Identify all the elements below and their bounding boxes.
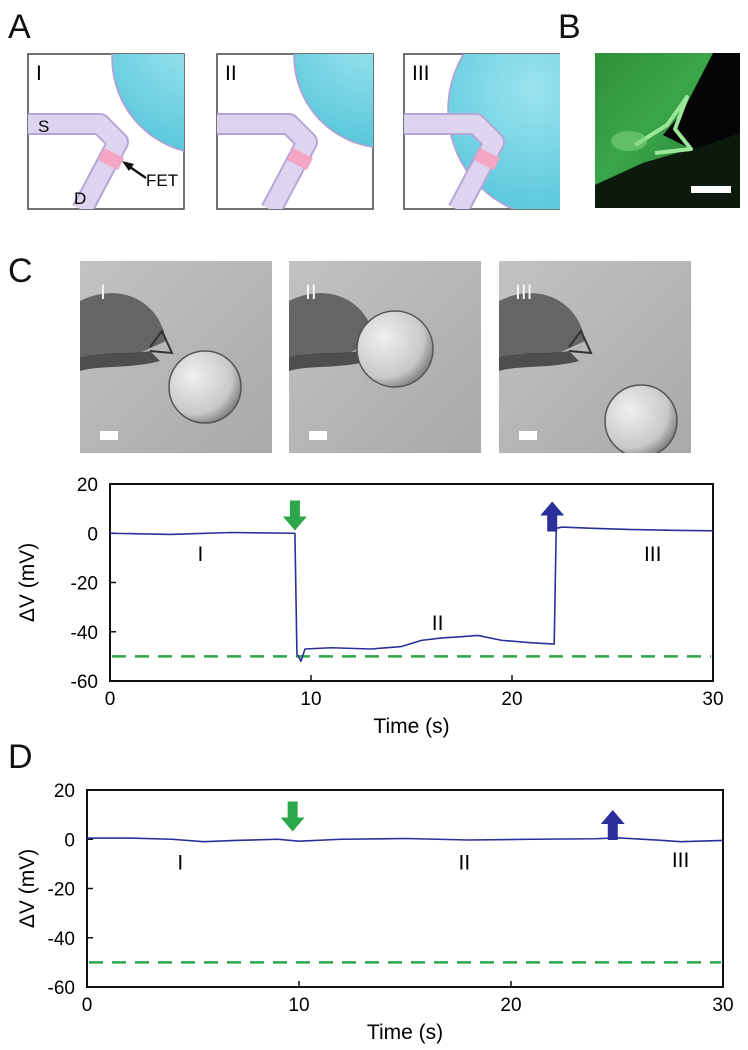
drain-label: D [74, 189, 86, 208]
arrow-down-icon [282, 500, 307, 531]
nanowire [28, 115, 127, 209]
schematic-frame-label: II [225, 62, 237, 85]
schematic-frame-label: I [36, 62, 42, 85]
x-tick-label: 0 [105, 689, 116, 710]
x-axis-label: Time (s) [367, 1021, 443, 1044]
arrow-up-icon [540, 501, 565, 532]
cell-shape [293, 54, 373, 148]
series-line [109, 526, 714, 663]
micrograph-3: III [499, 261, 691, 453]
fet-segment [287, 148, 313, 170]
schematic-frame-3: III [403, 53, 560, 210]
cell-shape [111, 54, 184, 152]
x-tick-label: 10 [288, 995, 309, 1016]
scale-bar [691, 186, 731, 193]
series-line [87, 836, 724, 843]
annotation-label: III [644, 543, 662, 566]
y-axis-label: ΔV (mV) [16, 849, 39, 928]
annotation-label: I [177, 851, 183, 874]
annotation-label: II [432, 612, 444, 635]
y-tick-label: -60 [48, 978, 75, 999]
arrow-up-icon [600, 810, 625, 841]
y-tick-label: -20 [48, 880, 75, 901]
y-tick-label: 0 [64, 830, 75, 851]
source-label: S [38, 117, 49, 136]
x-tick-label: 10 [300, 689, 321, 710]
x-tick-label: 20 [500, 995, 521, 1016]
fluorescence-image [595, 53, 740, 208]
schematic-frame-label: III [412, 62, 430, 85]
y-tick-label: -40 [48, 929, 75, 950]
nanowire [217, 115, 316, 209]
fet-segment [474, 148, 500, 170]
y-axis-label: ΔV (mV) [16, 543, 39, 622]
nanowire [404, 115, 503, 209]
x-axis-label: Time (s) [373, 715, 449, 738]
micrograph-label: II [305, 281, 317, 304]
micrograph-2: II [289, 261, 481, 453]
micrograph-1: I [80, 261, 272, 453]
annotation-label: III [672, 849, 690, 872]
fet-arrowhead-icon [122, 161, 134, 171]
panel-letter-c: C [8, 252, 33, 290]
fet-label: FET [146, 171, 178, 190]
schematic-frame-1: I S D FET [27, 53, 185, 210]
schematic-frame-2: II [216, 53, 374, 210]
y-tick-label: -60 [71, 672, 98, 693]
panel-letter-a: A [8, 8, 31, 46]
x-tick-label: 30 [712, 995, 733, 1016]
y-tick-label: -20 [71, 574, 98, 595]
x-tick-label: 0 [82, 995, 93, 1016]
micrograph-label: I [100, 281, 106, 304]
arrow-down-icon [280, 801, 305, 832]
micrograph-label: III [515, 281, 533, 304]
annotation-label: II [459, 851, 471, 874]
x-tick-label: 30 [702, 689, 723, 710]
fet-segment [98, 148, 124, 170]
plot-frame [86, 789, 724, 988]
y-tick-label: -40 [71, 623, 98, 644]
schematic-panel: I S D FET II III [27, 53, 560, 210]
y-tick-label: 20 [54, 781, 75, 802]
x-tick-label: 20 [501, 689, 522, 710]
panel-letter-b: B [558, 8, 581, 46]
panel-letter-d: D [8, 738, 33, 776]
annotation-label: I [198, 543, 204, 566]
y-tick-label: 0 [87, 524, 98, 545]
y-tick-label: 20 [77, 475, 98, 496]
plot-frame [109, 483, 714, 682]
